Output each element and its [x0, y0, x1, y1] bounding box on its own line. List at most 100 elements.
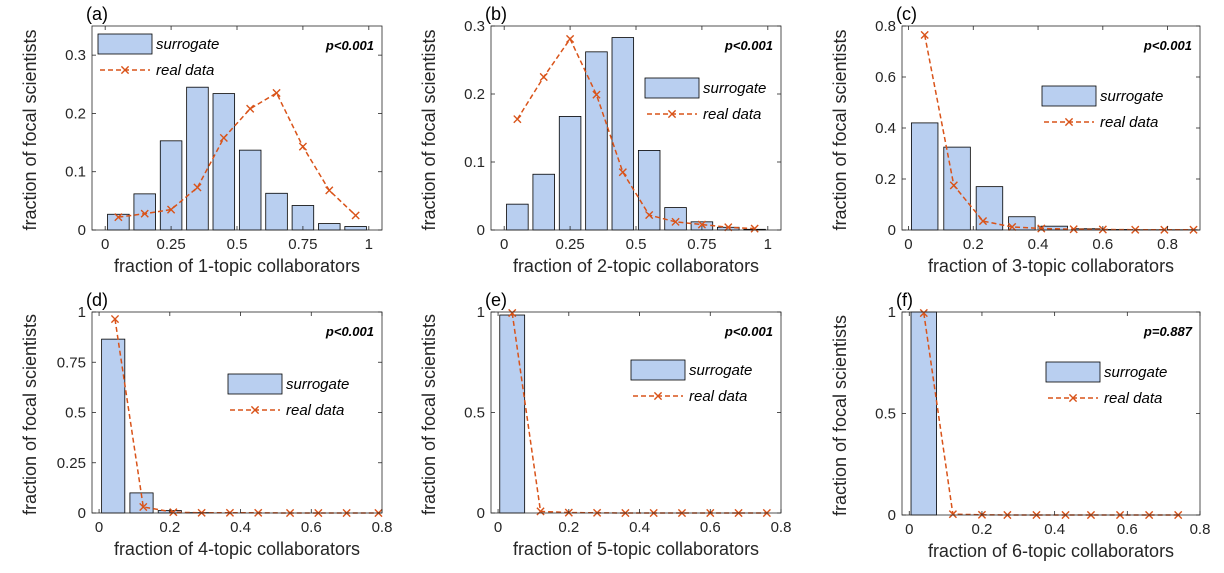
legend-label-real-data: real data [286, 402, 344, 419]
x-tick-label: 0.25 [555, 236, 584, 253]
y-tick-label: 0.5 [65, 405, 86, 422]
real-data-line [511, 312, 767, 514]
legend-label-real-data: real data [703, 106, 761, 123]
real-data-point [166, 205, 176, 214]
x-axis-label: fraction of 1-topic collaborators [114, 256, 360, 276]
legend-label-real-data: real data [1104, 390, 1162, 407]
x-tick-label: 0.2 [558, 519, 579, 536]
p-value: p<0.001 [325, 38, 374, 53]
x-tick-label: 0.6 [1117, 521, 1138, 538]
y-tick-label: 0.5 [875, 406, 896, 423]
y-axis-label: fraction of focal scientists [419, 29, 439, 230]
real-data-point [645, 210, 654, 220]
y-tick-label: 1 [78, 304, 86, 321]
real-data-point [351, 211, 360, 220]
y-tick-label: 0.2 [65, 105, 86, 122]
y-tick-label: 0.3 [65, 47, 86, 64]
real-data-point [750, 224, 759, 233]
y-tick-label: 0.8 [875, 18, 896, 35]
x-tick-label: 0.5 [227, 236, 248, 253]
x-axis-label: fraction of 5-topic collaborators [513, 539, 759, 559]
axes-box [490, 311, 782, 514]
y-axis-label: fraction of focal scientists [20, 314, 40, 515]
y-axis-label: fraction of focal scientists [419, 314, 439, 515]
y-tick-label: 0.3 [464, 18, 485, 35]
x-tick-label: 0.6 [700, 519, 721, 536]
legend-swatch-surrogate [97, 33, 153, 55]
p-value: p=0.887 [1143, 324, 1193, 339]
bar [344, 226, 367, 231]
x-tick-label: 0.75 [288, 236, 317, 253]
real-data-point [193, 183, 202, 192]
x-tick-label: 0.2 [159, 519, 180, 536]
bar [664, 207, 687, 231]
panel-d: 0 0.2 0.4 0.6 0.8 0 0.25 0.5 0.75 1 fraction of 4-… [20, 290, 392, 559]
real-data-point [1069, 225, 1078, 234]
p-value: p<0.001 [724, 38, 773, 53]
legend-swatch-surrogate [227, 373, 283, 395]
real-data-point [618, 168, 627, 177]
real-data-point [539, 72, 548, 82]
bar [611, 37, 635, 231]
x-tick-label: 0.8 [1157, 236, 1178, 253]
panel-label: (a) [86, 4, 108, 24]
real-data-point [1037, 224, 1046, 233]
real-data-point [298, 142, 308, 151]
x-tick-label: 0.4 [629, 519, 650, 536]
legend-label-surrogate: surrogate [1100, 88, 1163, 105]
x-axis-label: fraction of 3-topic collaborators [928, 256, 1174, 276]
panel-b: 0 0.25 0.5 0.75 1 0 0.1 0.2 0.3 fraction of 2-top… [419, 4, 782, 276]
real-data-point [536, 507, 545, 516]
legend-swatch-surrogate [644, 77, 700, 99]
y-tick-label: 0.4 [875, 120, 896, 137]
y-tick-label: 0.1 [464, 154, 485, 171]
y-axis-label: fraction of focal scientists [830, 29, 850, 230]
y-tick-label: 0 [888, 507, 896, 524]
real-data-point [948, 510, 957, 519]
x-tick-label: 0.8 [372, 519, 393, 536]
x-tick-label: 1 [764, 236, 772, 253]
legend-marker-real-data [250, 405, 260, 415]
legend-marker-real-data [1068, 393, 1078, 403]
legend-marker-real-data [653, 391, 663, 401]
y-tick-label: 0.2 [875, 171, 896, 188]
legend-label-real-data: real data [689, 388, 747, 405]
real-data-point [920, 30, 929, 40]
x-axis-label: fraction of 6-topic collaborators [928, 541, 1174, 561]
y-tick-label: 1 [477, 304, 485, 321]
legend: surrogate real data [227, 373, 349, 419]
legend: surrogate real data [1045, 361, 1167, 407]
x-tick-label: 0.2 [972, 521, 993, 538]
x-tick-label: 0 [101, 236, 109, 253]
legend: surrogate real data [1041, 85, 1163, 131]
legend-swatch-surrogate [630, 359, 686, 381]
x-tick-label: 0.8 [1190, 521, 1211, 538]
bar [975, 186, 1004, 231]
x-tick-label: 0 [904, 236, 912, 253]
real-data-point [219, 133, 228, 143]
bar [558, 116, 582, 231]
panel-a: 0 0.25 0.5 0.75 1 0 0.1 0.2 0.3 fraction of 1-top… [20, 4, 383, 276]
real-data-point [325, 186, 334, 195]
x-axis-label: fraction of 2-topic collaborators [513, 256, 759, 276]
bar [910, 122, 939, 231]
x-tick-label: 0.4 [1044, 521, 1065, 538]
real-data-point [978, 216, 988, 226]
real-data-point [565, 34, 575, 44]
x-tick-label: 0.4 [230, 519, 251, 536]
legend: surrogate real data [630, 359, 752, 405]
bar [238, 149, 262, 231]
panel-label: (c) [896, 4, 917, 24]
y-axis-label: fraction of focal scientists [830, 315, 850, 516]
bar [506, 203, 529, 231]
x-tick-label: 0.5 [626, 236, 647, 253]
bar [159, 140, 183, 231]
real-data-point [919, 308, 928, 318]
panel-label: (d) [86, 290, 108, 310]
x-tick-label: 1 [365, 236, 373, 253]
y-tick-label: 0.75 [57, 354, 86, 371]
legend-label-surrogate: surrogate [1104, 364, 1167, 381]
real-data-line [923, 312, 1179, 516]
real-data-line [516, 37, 755, 230]
